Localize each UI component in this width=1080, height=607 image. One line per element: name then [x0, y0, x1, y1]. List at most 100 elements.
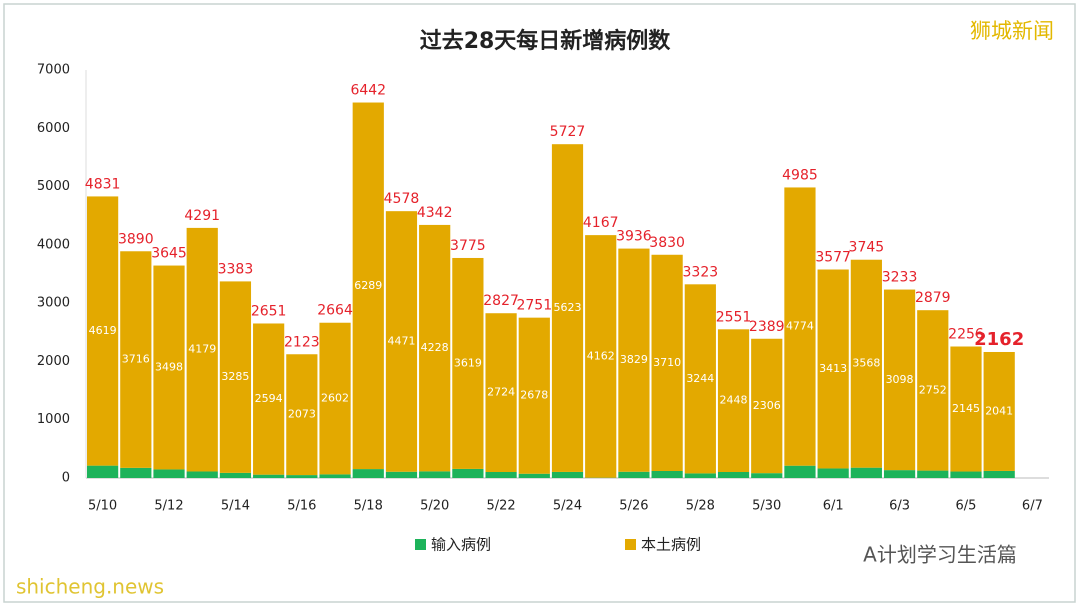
- bar-segment: [186, 471, 218, 478]
- bar-segment: [286, 354, 318, 476]
- y-tick-label: 2000: [37, 354, 70, 369]
- bar-segment: [618, 471, 650, 478]
- bar-segment: [717, 329, 750, 472]
- bar-segment: [319, 322, 351, 475]
- total-label: 5727: [550, 124, 586, 140]
- bar-segment: [319, 474, 351, 478]
- data-label: 4228: [421, 341, 449, 354]
- data-label: 4619: [89, 324, 117, 337]
- bar-segment: [751, 338, 783, 474]
- bar-segment: [817, 269, 849, 469]
- total-label: 2162: [974, 329, 1024, 350]
- bar-segment: [518, 473, 550, 478]
- total-label: 4342: [417, 205, 453, 221]
- x-tick-label: 6/1: [823, 499, 844, 514]
- total-label: 3745: [849, 240, 885, 256]
- legend-swatch: [625, 539, 636, 550]
- data-label: 3568: [852, 357, 880, 370]
- bar-segment: [385, 211, 418, 472]
- total-label: 2751: [516, 298, 552, 314]
- bar-segment: [253, 323, 285, 475]
- bar-segment: [385, 471, 418, 478]
- total-label: 2827: [483, 293, 519, 309]
- bar-segment: [153, 469, 185, 478]
- total-label: 2664: [317, 303, 353, 319]
- bar-segment: [219, 472, 252, 478]
- bar-segment: [485, 471, 517, 478]
- bar-segment: [452, 257, 484, 469]
- bar-segment: [153, 265, 185, 470]
- x-tick-label: 5/24: [553, 499, 582, 514]
- chart-title: 过去28天每日新增病例数: [420, 28, 672, 54]
- bar-segment: [983, 470, 1015, 478]
- data-label: 2306: [753, 399, 781, 412]
- bar-segment: [551, 471, 584, 478]
- y-tick-label: 0: [62, 471, 70, 486]
- y-tick-label: 5000: [37, 179, 70, 194]
- data-label: 5623: [554, 301, 582, 314]
- bar-segment: [551, 144, 584, 472]
- total-label: 4985: [782, 167, 818, 183]
- data-label: 3244: [686, 372, 714, 385]
- bar-segment: [86, 196, 119, 466]
- x-tick-label: 6/5: [956, 499, 977, 514]
- total-label: 2256: [948, 327, 984, 343]
- y-tick-label: 1000: [37, 412, 70, 427]
- legend-swatch: [415, 539, 426, 550]
- total-label: 2879: [915, 290, 951, 306]
- bar-segment: [784, 465, 816, 478]
- bar-segment: [419, 471, 451, 478]
- x-tick-label: 5/16: [287, 499, 316, 514]
- data-label: 4471: [387, 334, 415, 347]
- bar-segment: [684, 473, 716, 478]
- data-label: 2752: [919, 383, 947, 396]
- data-label: 3710: [653, 356, 681, 369]
- total-label: 3890: [118, 231, 154, 247]
- bar-segment: [186, 227, 218, 472]
- total-label: 3323: [683, 264, 719, 280]
- data-label: 2602: [321, 392, 349, 405]
- bar-segment: [717, 471, 750, 478]
- bar-segment: [784, 187, 816, 466]
- bar-segment: [419, 224, 451, 472]
- total-label: 3577: [815, 250, 851, 266]
- total-label: 3830: [649, 235, 685, 251]
- y-tick-label: 6000: [37, 121, 70, 136]
- y-tick-label: 7000: [37, 63, 70, 78]
- bar-segment: [219, 281, 252, 473]
- bar-segment: [950, 471, 982, 478]
- bar-segment: [518, 317, 550, 474]
- bar-segment: [751, 473, 783, 478]
- data-label: 3829: [620, 353, 648, 366]
- watermark: shicheng.news: [16, 575, 164, 599]
- data-label: 3285: [221, 370, 249, 383]
- x-tick-label: 5/12: [154, 499, 183, 514]
- bar-segment: [917, 470, 949, 478]
- bar-segment: [120, 467, 152, 478]
- data-label: 3619: [454, 356, 482, 369]
- bar-segment: [983, 351, 1015, 471]
- total-label: 3383: [218, 261, 254, 277]
- data-label: 3716: [122, 353, 150, 366]
- x-tick-label: 5/22: [486, 499, 515, 514]
- data-label: 2724: [487, 386, 515, 399]
- bar-segment: [352, 469, 384, 478]
- data-label: 3413: [819, 362, 847, 375]
- data-label: 2448: [720, 394, 748, 407]
- x-tick-label: 6/7: [1022, 499, 1043, 514]
- total-label: 3936: [616, 229, 652, 245]
- total-label: 4167: [583, 215, 619, 231]
- total-label: 4291: [184, 208, 220, 224]
- bar-segment: [86, 465, 119, 478]
- bar-segment: [352, 102, 384, 470]
- data-label: 2145: [952, 402, 980, 415]
- data-label: 2073: [288, 408, 316, 421]
- x-tick-label: 6/3: [889, 499, 910, 514]
- bar-segment: [651, 471, 683, 478]
- bar-segment: [817, 468, 849, 478]
- bar-segment: [883, 289, 916, 471]
- bar-segment: [485, 313, 517, 472]
- x-tick-label: 5/18: [354, 499, 383, 514]
- data-label: 6289: [354, 279, 382, 292]
